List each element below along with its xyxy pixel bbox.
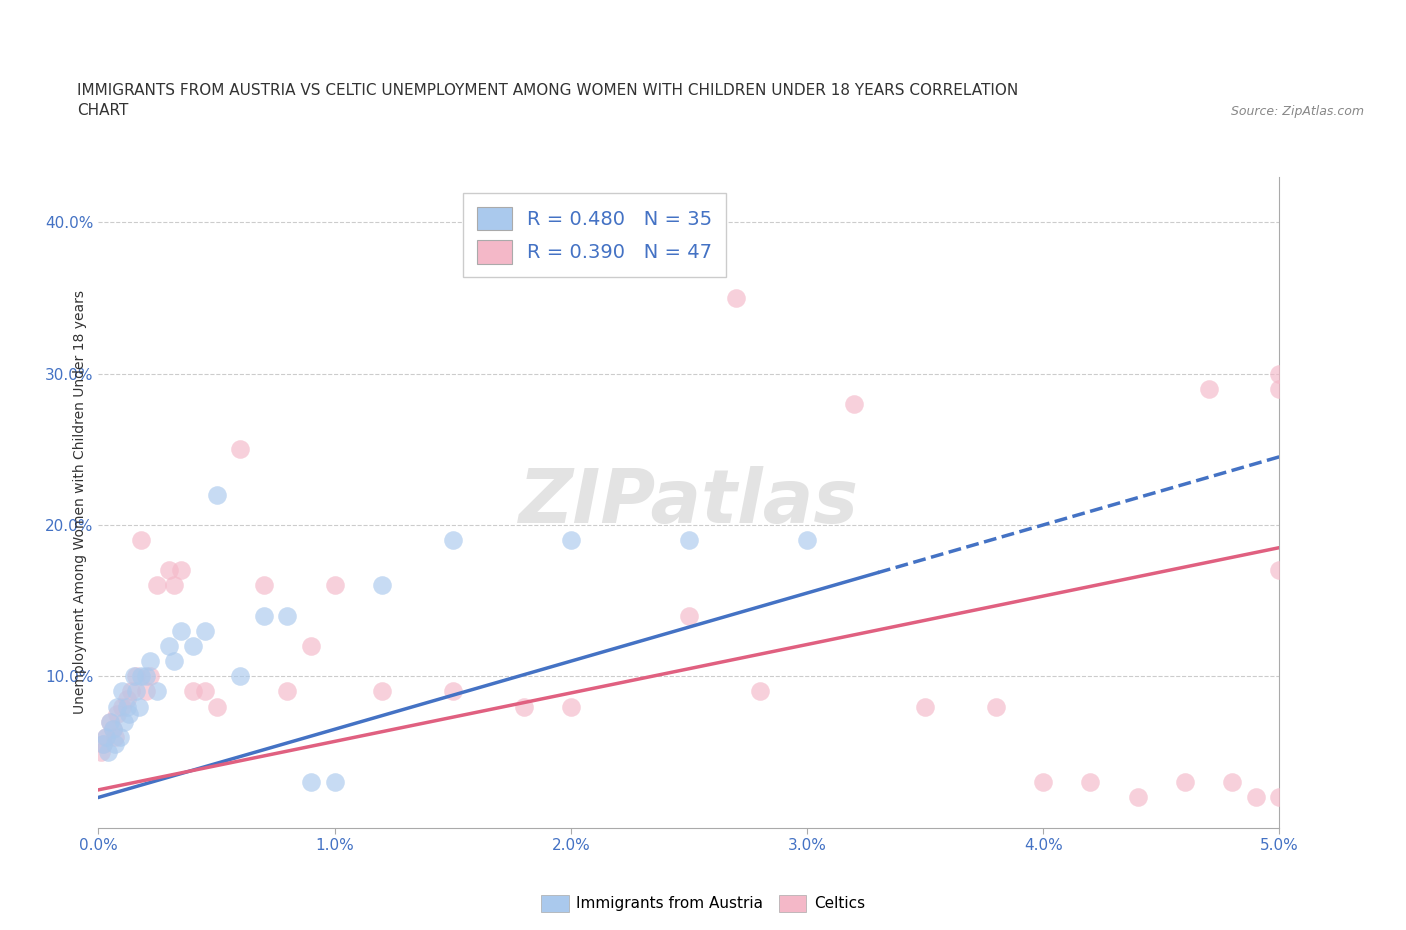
Point — [98, 714, 121, 729]
Point — [157, 563, 180, 578]
Point — [181, 639, 204, 654]
Point — [441, 684, 464, 698]
Point — [135, 669, 157, 684]
Text: CHART: CHART — [77, 103, 129, 118]
Point — [441, 533, 464, 548]
Text: ZIPatlas: ZIPatlas — [519, 466, 859, 538]
Point — [98, 714, 121, 729]
Point — [125, 669, 148, 684]
Point — [170, 563, 193, 578]
Point — [104, 729, 127, 744]
Point — [1268, 381, 1291, 396]
Point — [1220, 775, 1243, 790]
Point — [205, 487, 228, 502]
Point — [205, 699, 228, 714]
Point — [323, 578, 346, 593]
Point — [105, 699, 128, 714]
Point — [105, 707, 128, 722]
Point — [101, 722, 124, 737]
Point — [146, 578, 169, 593]
Point — [748, 684, 770, 698]
Legend: R = 0.480   N = 35, R = 0.390   N = 47: R = 0.480 N = 35, R = 0.390 N = 47 — [463, 193, 725, 277]
Point — [796, 533, 818, 548]
Point — [112, 714, 135, 729]
Point — [299, 775, 322, 790]
Point — [560, 533, 582, 548]
Point — [229, 669, 252, 684]
Point — [170, 623, 193, 638]
Point — [371, 684, 394, 698]
Point — [1268, 366, 1291, 381]
Point — [115, 699, 138, 714]
Y-axis label: Unemployment Among Women with Children Under 18 years: Unemployment Among Women with Children U… — [73, 290, 87, 714]
Point — [108, 729, 131, 744]
Point — [276, 684, 298, 698]
Point — [139, 669, 162, 684]
Point — [125, 684, 148, 698]
Point — [157, 639, 180, 654]
Point — [97, 745, 120, 760]
Point — [299, 639, 322, 654]
Point — [560, 699, 582, 714]
Point — [678, 533, 700, 548]
Point — [984, 699, 1007, 714]
Point — [90, 745, 112, 760]
Point — [122, 669, 145, 684]
Point — [194, 684, 217, 698]
Point — [94, 729, 117, 744]
Legend: Immigrants from Austria, Celtics: Immigrants from Austria, Celtics — [536, 889, 870, 918]
Point — [276, 608, 298, 623]
Point — [1032, 775, 1054, 790]
Point — [1244, 790, 1267, 804]
Point — [844, 396, 866, 411]
Point — [94, 729, 117, 744]
Point — [163, 654, 186, 669]
Point — [163, 578, 186, 593]
Point — [139, 654, 162, 669]
Point — [121, 684, 143, 698]
Point — [253, 608, 276, 623]
Point — [101, 722, 124, 737]
Point — [1174, 775, 1197, 790]
Point — [115, 692, 138, 707]
Point — [104, 737, 127, 751]
Text: Source: ZipAtlas.com: Source: ZipAtlas.com — [1230, 105, 1364, 118]
Point — [181, 684, 204, 698]
Point — [129, 533, 152, 548]
Point — [229, 442, 252, 457]
Point — [111, 684, 134, 698]
Point — [91, 737, 114, 751]
Point — [128, 699, 150, 714]
Point — [914, 699, 936, 714]
Point — [323, 775, 346, 790]
Point — [118, 707, 141, 722]
Point — [111, 699, 134, 714]
Point — [1268, 790, 1291, 804]
Point — [91, 737, 114, 751]
Point — [253, 578, 276, 593]
Point — [512, 699, 534, 714]
Point — [1268, 563, 1291, 578]
Text: IMMIGRANTS FROM AUSTRIA VS CELTIC UNEMPLOYMENT AMONG WOMEN WITH CHILDREN UNDER 1: IMMIGRANTS FROM AUSTRIA VS CELTIC UNEMPL… — [77, 83, 1018, 98]
Point — [1126, 790, 1149, 804]
Point — [135, 684, 157, 698]
Point — [678, 608, 700, 623]
Point — [371, 578, 394, 593]
Point — [129, 669, 152, 684]
Point — [146, 684, 169, 698]
Point — [194, 623, 217, 638]
Point — [1198, 381, 1220, 396]
Point — [725, 290, 748, 305]
Point — [1080, 775, 1102, 790]
